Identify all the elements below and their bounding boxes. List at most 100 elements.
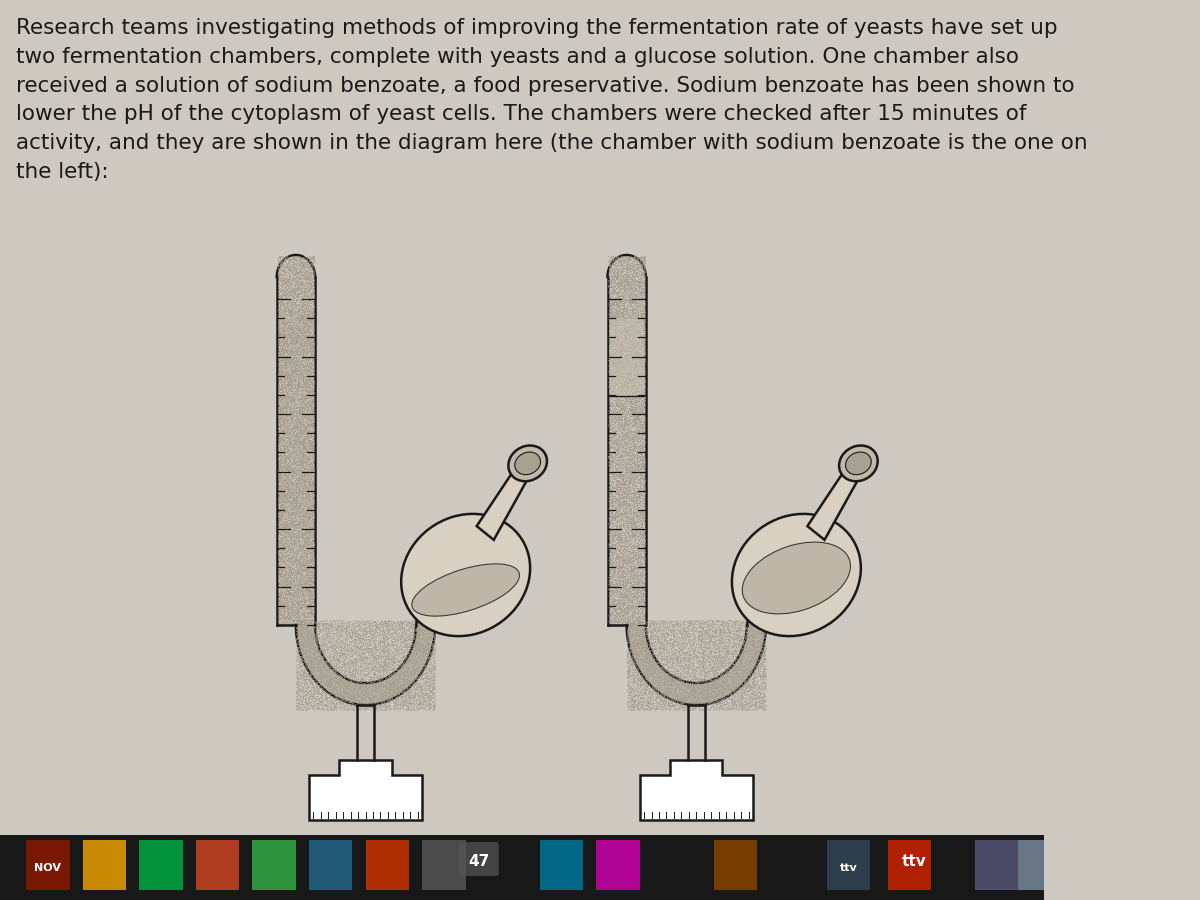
Point [600, 457, 619, 472]
Point [604, 317, 623, 331]
Point [298, 276, 317, 291]
Point [274, 257, 293, 272]
Point [720, 687, 739, 701]
Point [283, 380, 302, 394]
Point [271, 289, 290, 303]
Point [624, 418, 643, 432]
Point [632, 532, 652, 546]
Point [714, 639, 733, 653]
Point [346, 652, 365, 667]
Point [623, 302, 642, 316]
Point [600, 392, 619, 407]
Point [703, 615, 722, 629]
Point [349, 655, 368, 670]
Point [707, 659, 726, 673]
Point [284, 539, 304, 554]
Point [385, 690, 404, 705]
Point [284, 400, 304, 415]
Point [608, 322, 628, 337]
Point [304, 328, 323, 342]
Point [314, 660, 334, 674]
Point [702, 690, 721, 705]
Point [750, 682, 769, 697]
Point [613, 253, 632, 267]
Point [618, 518, 637, 532]
Point [607, 356, 626, 371]
Point [626, 541, 646, 555]
Point [632, 515, 652, 529]
Point [610, 410, 629, 424]
Point [634, 671, 653, 686]
Point [289, 262, 308, 276]
Point [676, 624, 695, 638]
Point [388, 697, 407, 711]
Point [274, 472, 293, 487]
Point [295, 392, 314, 406]
Point [301, 269, 320, 284]
Point [613, 554, 632, 568]
Point [724, 626, 743, 641]
Point [634, 407, 653, 421]
Point [286, 355, 305, 369]
Point [335, 678, 354, 692]
Point [299, 395, 318, 410]
Point [755, 631, 774, 645]
Point [342, 653, 361, 668]
Point [616, 542, 635, 556]
Point [702, 621, 721, 635]
Point [295, 313, 314, 328]
Point [300, 483, 319, 498]
Point [682, 644, 701, 659]
Point [281, 550, 300, 564]
Point [367, 625, 386, 639]
Point [614, 611, 634, 625]
Point [425, 686, 444, 700]
Point [272, 410, 292, 424]
Point [293, 286, 312, 301]
Point [620, 358, 640, 373]
Point [289, 472, 308, 487]
Point [299, 435, 318, 449]
Point [640, 643, 659, 657]
Point [382, 630, 401, 644]
Point [336, 685, 355, 699]
Point [274, 473, 293, 488]
Point [418, 641, 437, 655]
Point [604, 500, 623, 515]
Point [606, 577, 625, 591]
Point [295, 285, 314, 300]
Point [269, 397, 288, 411]
Point [304, 619, 323, 634]
Point [606, 493, 625, 508]
Point [703, 619, 722, 634]
Point [677, 641, 696, 655]
Point [282, 389, 301, 403]
Point [283, 289, 302, 303]
Point [605, 273, 624, 287]
Point [671, 682, 690, 697]
Point [293, 436, 312, 450]
Point [626, 413, 646, 428]
Point [271, 485, 290, 500]
Point [641, 666, 660, 680]
Point [277, 503, 296, 517]
Point [655, 631, 674, 645]
Point [610, 339, 629, 354]
Point [294, 464, 313, 479]
Point [281, 526, 300, 540]
Point [349, 642, 368, 656]
Point [304, 297, 323, 311]
Point [272, 425, 292, 439]
Point [305, 651, 324, 665]
Point [745, 698, 764, 712]
Point [410, 621, 430, 635]
Point [751, 616, 770, 630]
Point [422, 673, 442, 688]
Point [604, 572, 623, 586]
Point [617, 634, 636, 649]
Point [636, 616, 655, 630]
Point [384, 642, 403, 656]
Point [424, 628, 443, 643]
Point [300, 424, 319, 438]
Point [701, 686, 720, 700]
